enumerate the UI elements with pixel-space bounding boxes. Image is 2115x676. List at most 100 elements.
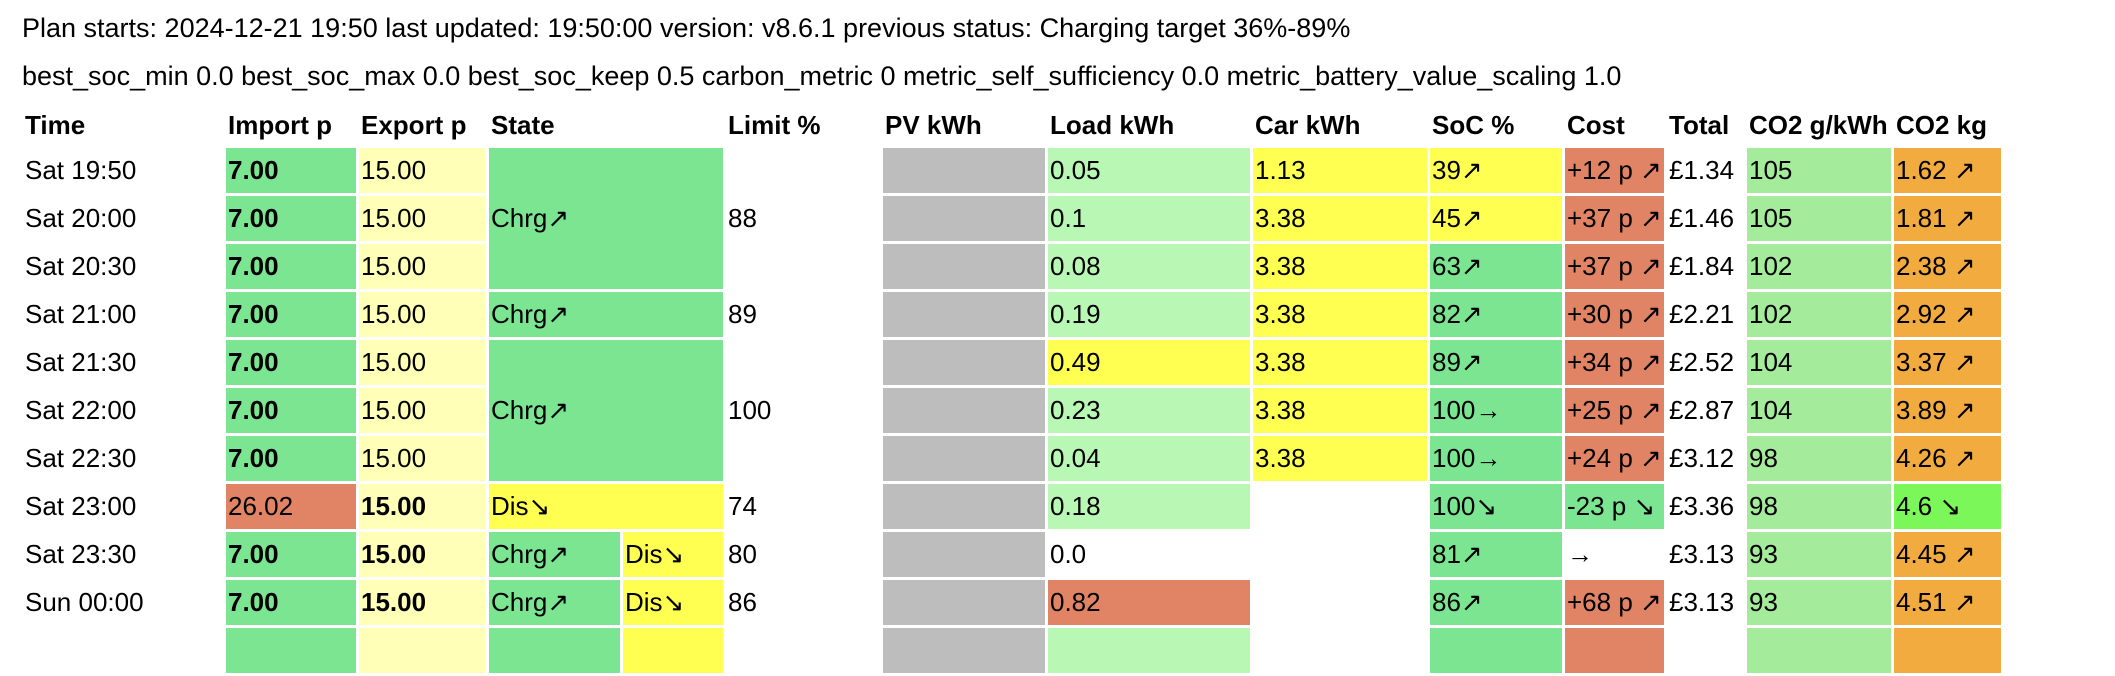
cost-cell: +24 p ↗ — [1565, 436, 1664, 481]
col-soc: SoC % — [1432, 109, 1515, 140]
time-cell: Sat 20:00 — [25, 203, 137, 233]
export-cell: 15.00 — [359, 532, 486, 577]
co2-intensity-cell: 93 — [1747, 580, 1891, 625]
co2-intensity-cell: 93 — [1747, 532, 1891, 577]
state-cell: Chrg↗ — [489, 292, 723, 337]
soc-cell: 63↗ — [1430, 244, 1562, 289]
soc-cell: 86↗ — [1430, 580, 1562, 625]
co2-intensity-cell: 104 — [1747, 340, 1891, 385]
load-cell — [1048, 628, 1250, 673]
cost-cell: +37 p ↗ — [1565, 244, 1664, 289]
state-cell-secondary: Dis↘ — [623, 532, 723, 577]
co2-intensity-cell: 98 — [1747, 484, 1891, 529]
time-cell: Sat 23:30 — [25, 539, 137, 569]
load-cell: 0.19 — [1048, 292, 1250, 337]
pv-cell — [883, 436, 1045, 481]
load-cell: 0.82 — [1048, 580, 1250, 625]
total-cell: £3.13 — [1669, 587, 1735, 617]
co2-intensity-cell: 102 — [1747, 292, 1891, 337]
col-time: Time — [25, 109, 86, 140]
plan-settings-line: best_soc_min 0.0 best_soc_max 0.0 best_s… — [22, 61, 1622, 91]
co2-intensity-cell: 105 — [1747, 148, 1891, 193]
car-cell — [1253, 484, 1427, 529]
col-pv: PV kWh — [885, 109, 982, 140]
load-cell: 0.0 — [1050, 539, 1087, 569]
pv-cell — [883, 196, 1045, 241]
time-cell: Sat 21:00 — [25, 299, 137, 329]
cost-cell: -23 p ↘ — [1565, 484, 1664, 529]
table-row: Sat 21:30 7.00 15.00 Chrg↗ 100 0.49 3.38… — [23, 340, 2001, 481]
cost-cell: +25 p ↗ — [1565, 388, 1664, 433]
import-cell: 26.02 — [226, 484, 356, 529]
export-cell: 15.00 — [359, 484, 486, 529]
car-cell — [1253, 628, 1427, 673]
time-cell: Sat 23:00 — [25, 491, 137, 521]
car-cell: 3.38 — [1253, 436, 1427, 481]
state-cell-secondary — [623, 628, 723, 673]
limit-cell: 86 — [728, 587, 757, 617]
cost-cell: +30 p ↗ — [1565, 292, 1664, 337]
cost-cell: → — [1567, 539, 1593, 569]
state-cell: Chrg↗ — [489, 340, 723, 481]
export-cell: 15.00 — [359, 244, 486, 289]
soc-cell: 39↗ — [1430, 148, 1562, 193]
pv-cell — [883, 484, 1045, 529]
load-cell: 0.1 — [1048, 196, 1250, 241]
import-cell: 7.00 — [226, 244, 356, 289]
table-row: Sat 21:00 7.00 15.00 Chrg↗ 89 0.19 3.38 … — [23, 292, 2001, 337]
cost-cell — [1565, 628, 1664, 673]
table-row: Sat 23:30 7.00 15.00 Chrg↗ Dis↘ 80 0.0 8… — [23, 532, 2001, 577]
export-cell: 15.00 — [359, 292, 486, 337]
co2-kg-cell: 4.6 ↘ — [1894, 484, 2001, 529]
cost-cell: +34 p ↗ — [1565, 340, 1664, 385]
load-cell: 0.23 — [1048, 388, 1250, 433]
total-cell: £1.46 — [1669, 203, 1735, 233]
load-cell: 0.04 — [1048, 436, 1250, 481]
total-cell: £3.12 — [1669, 443, 1735, 473]
soc-cell: 100→ — [1430, 388, 1562, 433]
soc-cell: 45↗ — [1430, 196, 1562, 241]
table-row: Sat 22:30 7.00 15.00 0.04 3.38 100→ +24 … — [23, 436, 2001, 481]
co2-intensity-cell: 105 — [1747, 196, 1891, 241]
co2-kg-cell: 1.81 ↗ — [1894, 196, 2001, 241]
pv-cell — [883, 628, 1045, 673]
soc-cell: 100→ — [1430, 436, 1562, 481]
table-row: Sat 22:00 7.00 15.00 0.23 3.38 100→ +25 … — [23, 388, 2001, 433]
col-total: Total — [1669, 109, 1730, 140]
table-row: Sat 19:50 7.00 15.00 Chrg↗ 88 0.05 1.13 … — [23, 148, 2001, 289]
pv-cell — [883, 580, 1045, 625]
car-cell: 3.38 — [1253, 388, 1427, 433]
time-cell: Sat 22:00 — [25, 395, 137, 425]
co2-kg-cell: 1.62 ↗ — [1894, 148, 2001, 193]
total-cell: £2.21 — [1669, 299, 1735, 329]
state-cell: Dis↘ — [489, 484, 723, 529]
state-cell — [489, 628, 620, 673]
co2-kg-cell: 3.89 ↗ — [1894, 388, 2001, 433]
load-cell: 0.18 — [1048, 484, 1250, 529]
export-cell: 15.00 — [359, 436, 486, 481]
co2-intensity-cell: 98 — [1747, 436, 1891, 481]
plan-page: Plan starts: 2024-12-21 19:50 last updat… — [22, 13, 2001, 673]
col-load: Load kWh — [1050, 109, 1175, 140]
col-co2-kg: CO2 kg — [1896, 109, 1988, 140]
total-cell: £2.87 — [1669, 395, 1735, 425]
import-cell: 7.00 — [226, 436, 356, 481]
car-cell: 1.13 — [1253, 148, 1427, 193]
total-cell — [1667, 628, 1744, 673]
col-state: State — [491, 109, 555, 140]
cost-cell: +37 p ↗ — [1565, 196, 1664, 241]
car-cell: 3.38 — [1253, 292, 1427, 337]
car-cell: 3.38 — [1253, 196, 1427, 241]
table-row-partial — [23, 628, 2001, 673]
co2-kg-cell: 4.51 ↗ — [1894, 580, 2001, 625]
limit-cell: 80 — [728, 539, 757, 569]
pv-cell — [883, 340, 1045, 385]
export-cell: 15.00 — [359, 580, 486, 625]
import-cell: 7.00 — [226, 340, 356, 385]
plan-table: Time Import p Export p State Limit % PV … — [20, 102, 2004, 676]
soc-cell: 100↘ — [1430, 484, 1562, 529]
pv-cell — [883, 532, 1045, 577]
car-cell — [1253, 532, 1427, 577]
co2-intensity-cell — [1747, 628, 1891, 673]
total-cell: £3.36 — [1669, 491, 1735, 521]
